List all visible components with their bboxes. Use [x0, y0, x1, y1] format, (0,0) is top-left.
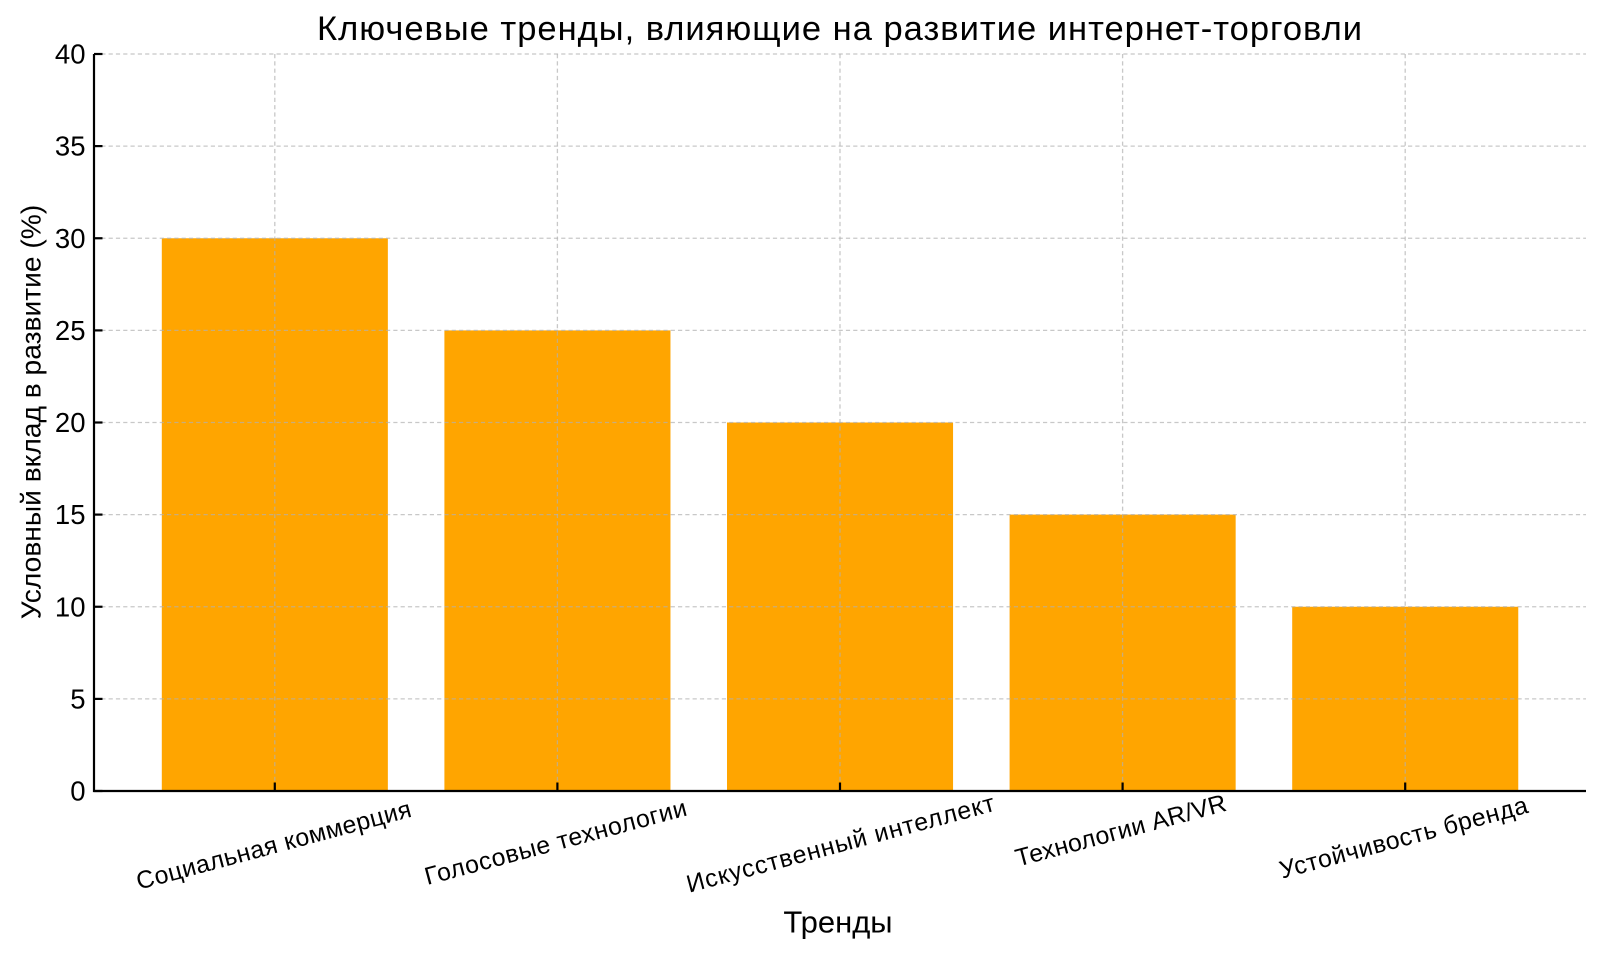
svg-text:15: 15	[55, 499, 86, 530]
svg-text:Технологии AR/VR: Технологии AR/VR	[1013, 790, 1230, 872]
svg-text:Социальная коммерция: Социальная коммерция	[133, 796, 414, 896]
svg-text:20: 20	[55, 407, 86, 438]
svg-text:Тренды: Тренды	[783, 905, 892, 940]
svg-text:Устойчивость бренда: Устойчивость бренда	[1277, 792, 1532, 884]
svg-text:Условный вклад в развитие (%): Условный вклад в развитие (%)	[15, 205, 47, 619]
svg-text:30: 30	[55, 223, 86, 254]
svg-text:Искусственный интеллект: Искусственный интеллект	[684, 790, 999, 899]
svg-text:10: 10	[55, 591, 86, 622]
svg-text:25: 25	[55, 315, 86, 346]
svg-text:Голосовые технологии: Голосовые технологии	[422, 795, 690, 891]
svg-text:40: 40	[55, 39, 86, 70]
svg-text:0: 0	[70, 776, 85, 807]
svg-text:Ключевые тренды, влияющие на р: Ключевые тренды, влияющие на развитие ин…	[317, 10, 1363, 48]
svg-text:5: 5	[70, 683, 85, 714]
svg-text:35: 35	[55, 131, 86, 162]
